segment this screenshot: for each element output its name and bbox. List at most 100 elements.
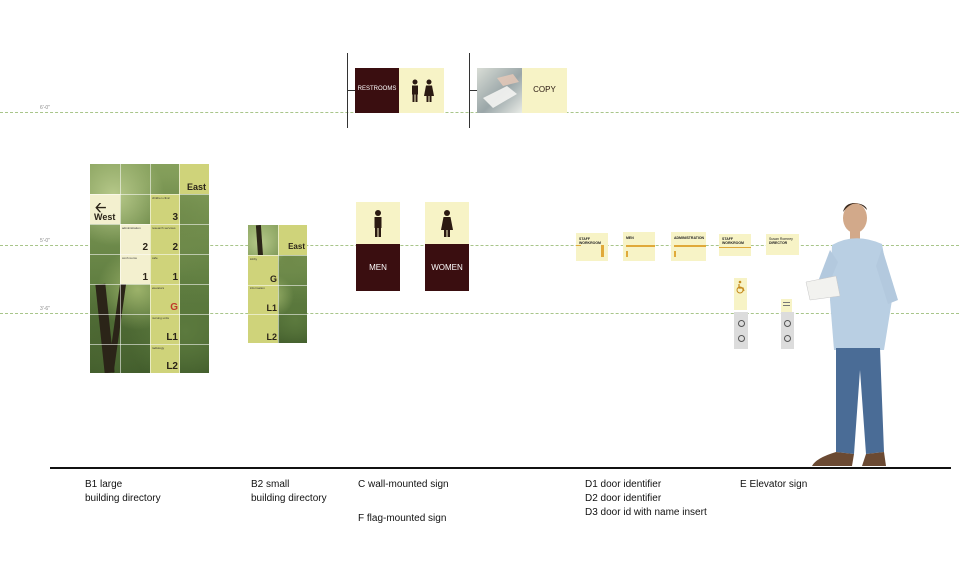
b1-floor-g: G [170, 302, 178, 313]
caption-f: F flag-mounted sign [358, 513, 447, 524]
man-icon [374, 210, 382, 237]
b2-east-cell: East [278, 225, 307, 255]
door-id-name-insert: Susan Romney DIRECTOR [766, 234, 799, 255]
door-accent-bar [674, 251, 676, 257]
women-label: WOMEN [431, 263, 463, 272]
b1-floor-1-east-cell: cafe 1 [150, 254, 180, 284]
ground-line [50, 467, 951, 469]
caption-b2-line1: B2 small [251, 479, 290, 490]
elevator-down-button-icon [738, 335, 745, 342]
paper-hand-icon [483, 74, 519, 108]
b1-floor-2-east: 2 [172, 242, 178, 253]
door-id-administration: ADMINISTRATION [671, 232, 706, 261]
caption-e: E Elevator sign [740, 479, 808, 490]
plate-text-line [783, 305, 790, 306]
grid-line [120, 164, 121, 373]
door-id-men: MEN [623, 232, 655, 261]
caption-c: C wall-mounted sign [358, 479, 449, 490]
b1-floor-1-west-cell: conf rooms 1 [120, 254, 150, 284]
door-accent-bar [674, 245, 706, 247]
b1-note: cafe [152, 256, 158, 260]
b2-east-label: East [288, 242, 305, 251]
flag-arm [347, 90, 355, 91]
arrow-left-icon: 🡠 [95, 199, 107, 215]
b2-floor-l1: L1 [266, 303, 277, 313]
b1-floor-2-west-cell: administration 2 [120, 224, 150, 254]
door-id-line1: STAFF [579, 237, 591, 241]
b1-floor-l1: L1 [166, 332, 178, 343]
b1-floor-1-east: 1 [172, 272, 178, 283]
restrooms-sign-panel: RESTROOMS [355, 68, 399, 113]
b1-east-cell: East [179, 164, 209, 194]
men-label: MEN [369, 263, 387, 272]
b1-west-label: West [94, 212, 116, 222]
b1-floor-g-cell: elevators G [150, 284, 180, 314]
door-accent-bar [576, 245, 581, 246]
elevator-call-panel [734, 312, 748, 349]
door-id-line1: STAFF [722, 237, 734, 241]
b1-large-directory: East 🡠 West children clinic 3 administra… [90, 164, 209, 373]
b2-small-directory: East lobby G information L1 L2 [248, 225, 307, 343]
caption-b2-line2: building directory [251, 493, 327, 504]
men-pictogram-panel [356, 202, 400, 244]
copy-photo-panel [477, 68, 522, 113]
elevator-accessible-plate [734, 278, 747, 310]
elevator-down-button-icon [784, 335, 791, 342]
b1-floor-3-cell: children clinic 3 [150, 194, 180, 224]
copy-sign-panel: COPY [522, 68, 567, 113]
elevator-call-panel-2 [781, 312, 794, 349]
caption-b1-line1: B1 large [85, 479, 123, 490]
b1-note: radiology [152, 346, 165, 350]
door-accent-bar [601, 245, 604, 257]
women-pictogram-panel [425, 202, 469, 244]
b2-note: lobby [250, 257, 258, 261]
b2-floor-l2: L2 [266, 332, 277, 342]
b1-floor-l1-cell: nursing units L1 [150, 314, 180, 344]
person-figure [805, 203, 898, 466]
b1-east-label: East [186, 182, 206, 192]
grid-line [179, 164, 180, 373]
door-id-line1: ADMINISTRATION [674, 236, 705, 240]
b1-floor-l2-cell: radiology L2 [150, 344, 180, 373]
men-sign-panel: MEN [356, 244, 400, 291]
guide-label-5ft: 5'-0" [40, 238, 50, 244]
b1-floor-3: 3 [172, 212, 178, 223]
door-accent-bar [719, 247, 751, 248]
grid-line [90, 344, 209, 345]
door-id-line2: WORKROOM [579, 241, 601, 245]
b1-note: elevators [152, 286, 165, 290]
b1-note: conf rooms [122, 256, 137, 260]
grid-line [90, 224, 209, 225]
grid-line [90, 194, 209, 195]
grid-line [248, 314, 307, 315]
grid-line [248, 255, 307, 256]
b1-floor-1-west: 1 [142, 272, 148, 283]
woman-icon [441, 210, 453, 237]
elevator-small-plate [781, 299, 792, 312]
b1-note: research services [152, 226, 176, 230]
wheelchair-icon [736, 280, 745, 294]
grid-line [278, 225, 279, 343]
men-women-icon [412, 79, 434, 102]
grid-line [150, 164, 151, 373]
b1-note: administration [122, 226, 141, 230]
b2-floor-g: G [269, 274, 277, 284]
door-id-title: DIRECTOR [769, 241, 788, 245]
grid-line [90, 314, 209, 315]
door-id-staff-workroom: STAFF WORKROOM [576, 233, 608, 261]
restroom-pictogram-panel [399, 68, 444, 113]
elevator-up-button-icon [738, 320, 745, 327]
elevator-up-button-icon [784, 320, 791, 327]
b2-note: information [250, 286, 265, 290]
b2-floor-l1-cell: information L1 [248, 285, 278, 314]
guide-label-6ft: 6'-0" [40, 105, 50, 111]
guide-line-3ft6 [0, 313, 959, 314]
grid-line [90, 254, 209, 255]
door-accent-bar [626, 251, 628, 257]
door-id-staff-workroom-2: STAFF WORKROOM [719, 234, 751, 256]
restrooms-label: RESTROOMS [357, 86, 397, 92]
copy-label: COPY [533, 85, 556, 94]
b1-floor-l2: L2 [166, 361, 178, 372]
women-sign-panel: WOMEN [425, 244, 469, 291]
caption-d3: D3 door id with name insert [585, 507, 707, 518]
